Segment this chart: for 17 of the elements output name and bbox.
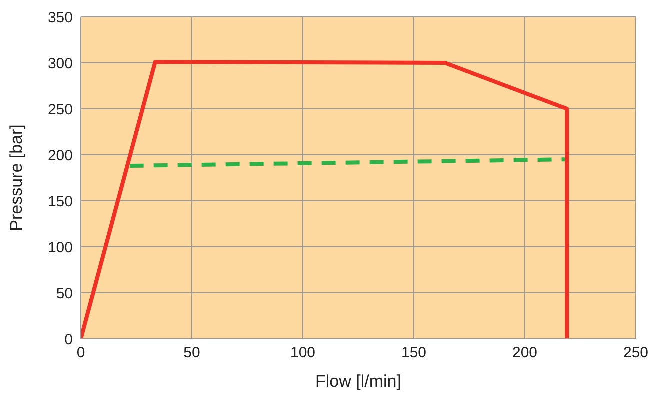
x-axis-title: Flow [l/min] xyxy=(316,372,402,391)
x-tick-label: 250 xyxy=(623,344,649,362)
y-tick-label: 100 xyxy=(48,239,73,256)
x-tick-label: 100 xyxy=(290,344,316,362)
y-tick-label: 300 xyxy=(48,55,73,72)
x-tick-label: 200 xyxy=(512,344,538,362)
y-tick-label: 200 xyxy=(48,147,73,164)
y-tick-label: 250 xyxy=(48,101,73,118)
y-tick-label: 0 xyxy=(64,331,73,348)
y-tick-label: 50 xyxy=(56,285,73,302)
y-tick-label: 350 xyxy=(48,9,73,26)
y-axis-title: Pressure [bar] xyxy=(7,124,26,232)
y-tick-label: 150 xyxy=(48,193,73,210)
line-series xyxy=(81,60,570,339)
x-tick-label: 50 xyxy=(184,344,200,362)
x-tick-label: 0 xyxy=(76,344,86,362)
x-tick-label: 150 xyxy=(401,344,427,362)
